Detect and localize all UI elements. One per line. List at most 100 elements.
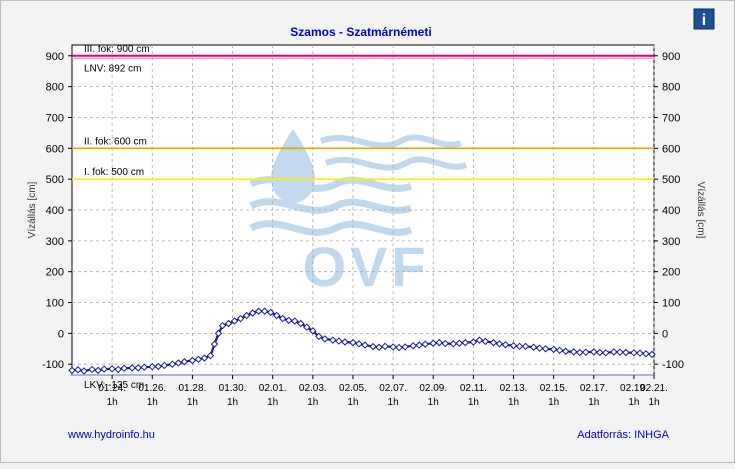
x-tick-label-date: 01.26. [138,383,166,394]
data-point [435,338,443,347]
data-point [648,350,656,359]
data-point [148,362,156,371]
data-point [242,311,251,320]
data-point [88,365,96,374]
x-tick-label-time: 1h [267,397,278,408]
data-point [174,359,183,367]
y-tick-label-left: 800 [46,82,64,94]
x-tick-label-date: 02.05. [339,383,367,394]
data-point [188,356,197,365]
threshold-label: LNV: 892 cm [84,63,141,74]
chart-title: Szamos - Szatmárnémeti [290,25,431,39]
data-point [455,339,464,347]
data-point [291,317,299,325]
info-icon[interactable]: i [693,8,715,30]
data-point [541,345,550,353]
data-point [616,348,624,356]
x-tick-label-time: 1h [187,397,198,408]
y-tick-label-right: 0 [662,328,668,340]
data-point [108,365,116,373]
data-point [206,351,215,360]
data-point [309,327,317,335]
data-point [521,342,530,351]
axes: -100 -100 0 0 100 100 200 200 300 300 400 400 500 500… [42,51,684,408]
y-tick-label-right: -100 [662,359,684,371]
x-tick-label-time: 1h [388,397,399,408]
y-tick-label-right: 100 [662,298,680,310]
y-axis-label-right: Vízállás [cm] [695,182,706,239]
threshold-lines: III. fok: 900 cm LNV: 892 cm II. fok: 600 … [72,44,654,391]
data-point [375,343,383,351]
data-point [297,319,305,328]
data-point [272,311,281,320]
data-point [303,323,311,331]
y-tick-label-right: 500 [662,174,680,186]
data-point [230,317,239,325]
y-tick-label-left: 100 [46,298,64,310]
x-tick-label-time: 1h [468,397,479,408]
data-point [602,349,610,357]
hydroinfo-link[interactable]: www.hydroinfo.hu [67,429,155,441]
svg-text:i: i [702,12,706,29]
data-point [214,329,223,338]
data-point [481,337,490,346]
data-point [285,316,293,325]
x-tick-label-date: 02.03. [299,383,327,394]
y-tick-label-left: 0 [58,328,64,340]
svg-text:OVF: OVF [302,235,429,298]
data-point [395,343,403,352]
x-tick-label-date: 01.30. [219,383,247,394]
threshold-label: III. fok: 900 cm [84,44,150,55]
x-tick-label-date: 02.15. [540,383,568,394]
y-tick-label-left: 500 [46,174,64,186]
data-point [321,335,329,343]
x-tick-label-date: 02.09. [419,383,447,394]
x-tick-label-date: 01.28. [179,383,207,394]
data-point [429,339,437,347]
x-tick-label-date: 02.21. [640,383,668,394]
data-point [549,345,558,354]
data-point [194,355,203,363]
data-point [224,319,233,328]
data-point [461,338,470,347]
data-point [561,347,570,355]
y-tick-label-left: 300 [46,236,64,248]
data-point [114,365,122,374]
data-point [180,358,189,366]
y-tick-label-right: 400 [662,205,680,217]
x-tick-label-time: 1h [548,397,559,408]
y-tick-label-left: 700 [46,112,64,124]
data-point [535,344,544,352]
data-point [582,348,590,356]
data-point [248,309,257,317]
data-point [610,348,618,356]
threshold-label: I. fok: 500 cm [84,167,144,178]
data-point [154,362,163,371]
x-tick-label-time: 1h [508,397,519,408]
data-point [260,307,269,315]
x-tick-label-time: 1h [648,397,659,408]
y-axis-label-left: Vízállás [cm] [27,181,38,238]
data-point [596,348,604,357]
x-tick-label-date: 02.13. [500,383,528,394]
data-point [469,338,478,346]
data-point [100,365,108,373]
data-point [576,348,584,357]
x-tick-label-date: 02.11. [460,383,487,394]
data-point [94,366,102,375]
data-point [134,364,142,372]
y-tick-label-right: 300 [662,236,680,248]
series-water-level [68,307,656,375]
x-tick-label-time: 1h [428,397,439,408]
data-point [475,336,484,344]
x-tick-label-time: 1h [227,397,238,408]
y-tick-label-left: 900 [46,51,64,63]
y-tick-label-right: 900 [662,51,680,63]
data-point [361,341,369,349]
data-point [449,340,458,348]
y-tick-label-left: 200 [46,267,64,279]
data-point [329,336,337,344]
data-point [441,339,449,348]
data-point [266,308,275,317]
